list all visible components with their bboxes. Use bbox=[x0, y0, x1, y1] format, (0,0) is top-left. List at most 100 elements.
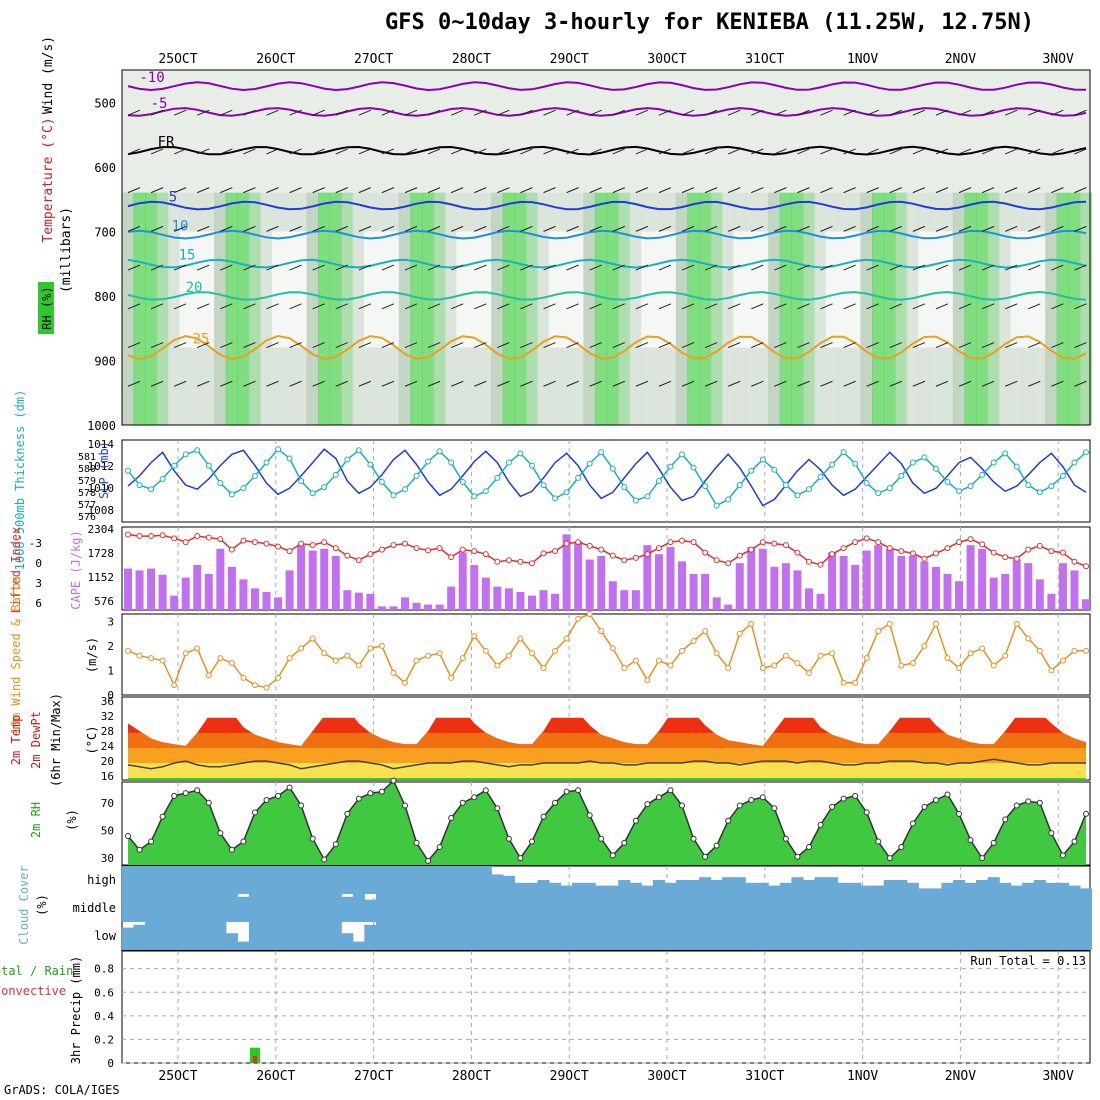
wind-barb bbox=[220, 109, 233, 116]
rh-line-point bbox=[378, 788, 385, 795]
wind-barb bbox=[173, 225, 187, 232]
cloud-low-bar bbox=[964, 922, 977, 950]
wind-barb bbox=[497, 380, 510, 387]
cloud-high-bar bbox=[525, 882, 539, 894]
wind-barb bbox=[658, 303, 672, 310]
cloud-middle-bar bbox=[664, 894, 677, 922]
cloud-level-label: low bbox=[94, 929, 116, 943]
cloud-low-bar bbox=[606, 922, 619, 950]
cloud-high-bar bbox=[964, 882, 977, 894]
rh-line-point bbox=[655, 794, 662, 801]
wind-barb bbox=[774, 225, 787, 232]
lifted-index-line-point bbox=[702, 549, 709, 556]
dry-shade-column bbox=[664, 231, 677, 348]
cape-bar bbox=[678, 561, 687, 610]
wind-speed-line-point bbox=[598, 628, 605, 635]
cloud-high-bar bbox=[202, 866, 215, 894]
cloud-middle-bar bbox=[918, 894, 931, 922]
thickness-line-point bbox=[1002, 450, 1009, 457]
cloud-high-bar bbox=[1045, 882, 1058, 894]
cloud-high-bar bbox=[999, 882, 1012, 894]
date-top-label: 30OCT bbox=[647, 52, 686, 67]
wind-speed-line-point bbox=[540, 665, 547, 671]
wind-speed-line-point bbox=[690, 638, 697, 644]
cloud-low-bar bbox=[410, 922, 423, 950]
rh-shade-column bbox=[248, 192, 262, 425]
wind-frame bbox=[121, 613, 1091, 696]
wind-barb bbox=[866, 109, 879, 116]
cloud-middle-bar bbox=[699, 894, 712, 922]
cloud-middle-bar bbox=[168, 894, 181, 922]
rh-line-point bbox=[136, 846, 143, 853]
cloud-label: Cloud Cover bbox=[17, 865, 31, 944]
dry-shade-column bbox=[825, 231, 839, 348]
cloud-middle-bar bbox=[641, 894, 654, 922]
cape-bar bbox=[516, 591, 525, 610]
wind-barb bbox=[681, 264, 695, 271]
wind-barb bbox=[220, 303, 233, 310]
lifted-index-line-point bbox=[436, 545, 443, 552]
cloud-middle-bar bbox=[156, 894, 169, 922]
cloud-high-bar bbox=[1079, 888, 1093, 894]
wind-speed-line-point bbox=[309, 635, 316, 642]
cloud-high-bar bbox=[756, 882, 769, 894]
wind-barb bbox=[520, 109, 533, 116]
cape-bar bbox=[966, 545, 975, 610]
thickness-line-point bbox=[1083, 449, 1089, 456]
thickness-line-point bbox=[228, 491, 235, 498]
rh-line-point bbox=[125, 832, 131, 839]
cloud-low-bar bbox=[1079, 922, 1093, 950]
wind-barb bbox=[774, 109, 787, 116]
cloud-middle-bar bbox=[745, 894, 758, 922]
cloud-low-bar bbox=[595, 922, 608, 950]
cloud-low-bar bbox=[872, 922, 885, 950]
wind-barb bbox=[127, 264, 141, 271]
thickness-line-point bbox=[967, 483, 974, 490]
lifted-index-line-point bbox=[852, 539, 859, 546]
wind-barb bbox=[635, 380, 649, 387]
thickness-line-point bbox=[679, 451, 686, 458]
wind-speed-line-point bbox=[402, 679, 409, 686]
cape-bar bbox=[562, 534, 571, 610]
lifted-index-line-point bbox=[748, 546, 755, 553]
wind-barb bbox=[635, 187, 649, 194]
wind-speed-line-point bbox=[1048, 667, 1055, 674]
wind-barb bbox=[427, 342, 441, 349]
cape-bar bbox=[158, 574, 167, 610]
rh-line-point bbox=[540, 813, 547, 820]
wind-barb bbox=[728, 225, 741, 232]
cloud-high-bar bbox=[318, 866, 331, 894]
rh-line-point bbox=[390, 777, 397, 784]
rh-line-point bbox=[1013, 802, 1020, 809]
footer-credit: GrADS: COLA/IGES bbox=[4, 1083, 120, 1097]
wind-barb bbox=[635, 342, 649, 349]
wind-barb bbox=[797, 225, 810, 232]
wind-barb bbox=[266, 109, 279, 116]
cape-bar bbox=[320, 548, 329, 610]
thickness-line-point bbox=[528, 462, 535, 469]
rh-line-point bbox=[471, 794, 478, 801]
wind-barb bbox=[335, 303, 348, 310]
cloud-high-bar bbox=[849, 882, 862, 894]
cloud-middle-bar bbox=[548, 894, 562, 922]
li-ytick: 3 bbox=[35, 577, 42, 590]
cloud-middle-bar bbox=[433, 894, 446, 922]
wind-barb bbox=[1028, 264, 1041, 271]
cloud-high-bar bbox=[976, 880, 989, 894]
cloud-middle-bar bbox=[987, 894, 1000, 922]
cloud-high-bar bbox=[606, 885, 619, 894]
cloud-low-bar bbox=[952, 922, 966, 950]
wind-speed-line-point bbox=[898, 662, 905, 669]
rh-line-point bbox=[644, 801, 651, 808]
date-bottom-label: 27OCT bbox=[354, 1069, 393, 1084]
wind-speed-line bbox=[127, 613, 1086, 689]
lifted-index-line-point bbox=[263, 540, 270, 547]
cape-bar bbox=[724, 604, 733, 610]
lifted-index-line-point bbox=[217, 536, 224, 543]
cloud-low-bar bbox=[779, 922, 792, 950]
cloud-low-bar bbox=[733, 922, 746, 950]
wind-barb bbox=[427, 225, 441, 232]
dry-shade-column bbox=[745, 231, 758, 348]
lifted-index-line-point bbox=[586, 542, 593, 549]
cape-bar bbox=[712, 597, 721, 610]
